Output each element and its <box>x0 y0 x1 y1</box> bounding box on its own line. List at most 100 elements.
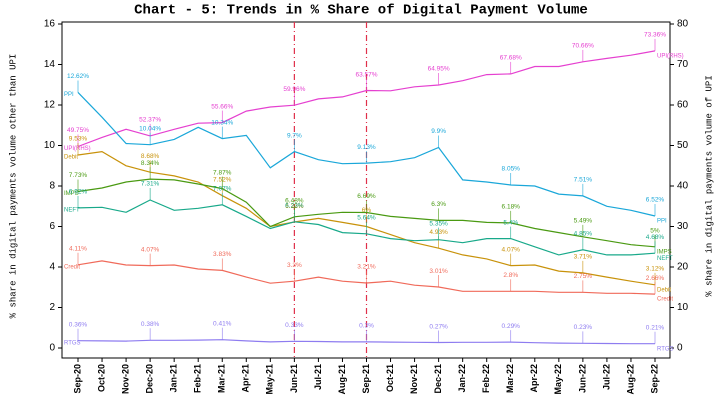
data-label: 0.27% <box>429 323 448 330</box>
data-label: 6.52% <box>646 197 665 204</box>
data-label: 4.85% <box>574 231 593 238</box>
data-label: 0.29% <box>502 323 521 330</box>
series-name-start: RTGS <box>64 340 81 346</box>
y-tick-label: 4 <box>49 262 55 273</box>
x-tick-label: Sep-22 <box>649 364 659 394</box>
x-tick-label: Dec-20 <box>145 364 155 394</box>
x-tick-label: Jun-22 <box>577 364 587 393</box>
y-tick-label: 10 <box>44 140 56 151</box>
data-label: 64.95% <box>428 66 450 73</box>
x-tick-label: Oct-21 <box>385 364 395 392</box>
x-tick-label: Jun-21 <box>289 364 299 393</box>
series-line <box>77 178 656 248</box>
data-label: 2.66% <box>646 275 665 282</box>
x-tick-label: Jan-21 <box>169 364 179 393</box>
y2-tick-label: 70 <box>677 59 689 70</box>
x-tick-label: May-22 <box>553 364 563 395</box>
data-label: 3.83% <box>213 251 232 258</box>
series-name-start: UPI(RHS) <box>64 146 91 152</box>
y2-tick-label: 10 <box>677 302 689 313</box>
data-label: 0.36% <box>69 321 88 328</box>
x-tick-label: Nov-20 <box>120 364 130 394</box>
data-label: 7.07% <box>213 186 232 193</box>
data-label: 0.21% <box>646 324 665 331</box>
data-label: 3.71% <box>574 254 593 261</box>
series-name-start: Credit <box>64 264 80 270</box>
data-label: 63.57% <box>355 71 377 78</box>
data-label: 5.64% <box>357 215 376 222</box>
data-label: 67.68% <box>500 55 522 62</box>
data-label: 4.11% <box>69 245 87 252</box>
series-name-start: IMPS <box>64 191 79 197</box>
y2-tick-label: 50 <box>677 140 689 151</box>
series-line <box>77 199 656 256</box>
data-label: 8.34% <box>141 160 160 167</box>
data-label: 49.75% <box>67 127 89 134</box>
data-label: 2.8% <box>503 272 518 279</box>
series-line <box>77 260 656 295</box>
y2-tick-label: 30 <box>677 221 689 232</box>
data-label: 6.92% <box>69 189 88 196</box>
data-label: 4.07% <box>141 246 160 253</box>
x-tick-label: Sep-21 <box>361 364 371 394</box>
series-name-end: UPI(RHS) <box>657 53 684 59</box>
x-tick-label: Jul-21 <box>313 364 323 390</box>
x-tick-label: Apr-22 <box>529 364 539 393</box>
data-label: 3.12% <box>646 266 665 273</box>
data-label: 55.66% <box>211 103 233 110</box>
y-tick-label: 6 <box>49 221 55 232</box>
y-tick-label: 8 <box>49 181 55 192</box>
data-label: 0.33% <box>285 322 304 329</box>
y2-tick-label: 20 <box>677 262 689 273</box>
series-name-start: NEFT <box>64 207 80 213</box>
data-label: 6.18% <box>502 204 521 211</box>
data-label: 9.9% <box>431 128 446 135</box>
series-name-end: NEFT <box>657 256 673 262</box>
series-name-end: Credit <box>657 297 673 303</box>
x-tick-label: Aug-21 <box>337 364 347 395</box>
data-label: 6.23% <box>285 203 304 210</box>
x-tick-label: Dec-21 <box>433 364 443 394</box>
x-tick-label: Feb-21 <box>193 364 203 393</box>
data-label: 73.36% <box>644 32 666 39</box>
y2-axis-label: % share in digital payments volume of UP… <box>704 75 714 296</box>
data-label: 4.68% <box>646 234 665 241</box>
data-label: 52.37% <box>139 117 161 124</box>
data-label: 9.13% <box>357 144 376 151</box>
y2-tick-label: 40 <box>677 181 689 192</box>
data-label: 0.41% <box>213 320 232 327</box>
data-label: 7.31% <box>141 181 160 188</box>
x-tick-label: Mar-21 <box>217 364 227 393</box>
data-label: 59.96% <box>283 86 305 93</box>
series-name-start: PPI <box>64 92 74 98</box>
x-tick-label: Oct-20 <box>96 364 106 392</box>
data-label: 8.05% <box>502 166 521 173</box>
data-label: 6.3% <box>431 201 446 208</box>
data-label: 10.34% <box>211 119 233 126</box>
data-label: 9.7% <box>287 132 302 139</box>
x-tick-label: Jan-22 <box>457 364 467 393</box>
y-tick-label: 16 <box>44 19 56 30</box>
x-tick-label: Aug-22 <box>625 364 635 395</box>
data-label: 5% <box>650 227 660 234</box>
data-label: 2.75% <box>574 273 593 280</box>
series-name-end: Debit <box>657 287 671 293</box>
data-label: 0.23% <box>574 324 593 331</box>
x-tick-label: Jul-22 <box>601 364 611 390</box>
data-label: 10.04% <box>139 125 161 132</box>
x-tick-label: Mar-22 <box>505 364 515 393</box>
data-label: 0.38% <box>141 321 160 328</box>
y2-tick-label: 0 <box>677 343 683 354</box>
y2-tick-label: 80 <box>677 19 689 30</box>
y2-tick-label: 60 <box>677 100 689 111</box>
chart-title: Chart - 5: Trends in % Share of Digital … <box>134 3 588 19</box>
x-tick-label: Apr-21 <box>241 364 251 393</box>
series-name-start: Debit <box>64 155 78 161</box>
data-label: 5.4% <box>503 219 518 226</box>
y-tick-label: 0 <box>49 343 55 354</box>
data-label: 6.69% <box>357 193 376 200</box>
data-label: 5.35% <box>429 220 448 227</box>
x-tick-label: Feb-22 <box>481 364 491 393</box>
data-label: 12.62% <box>67 73 89 80</box>
x-tick-label: May-21 <box>265 364 275 395</box>
